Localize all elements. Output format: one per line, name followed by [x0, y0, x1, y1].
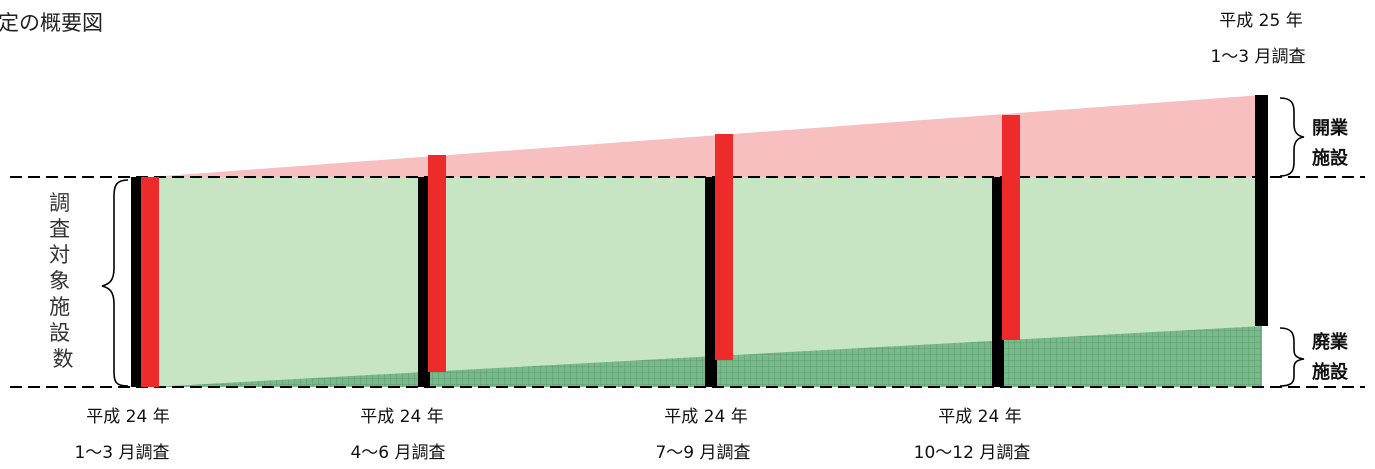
survey-bar-4-black [992, 177, 1004, 387]
period-3-months: 7～9 月調査 [655, 443, 750, 463]
period-4-year: 平成 24 年 [938, 407, 1021, 427]
opened-facilities-area [150, 95, 1262, 177]
closing-label-line2: 施設 [1312, 361, 1349, 383]
survey-bar-4-red [1002, 115, 1020, 340]
left-label-char: 施 [49, 295, 70, 319]
opening-label-line1: 開業 [1312, 117, 1349, 139]
left-label-char: 対 [49, 243, 70, 267]
closing-label-line1: 廃業 [1312, 331, 1349, 353]
survey-bar-5-black [1255, 95, 1268, 326]
period-4-months: 10～12 月調査 [914, 443, 1031, 463]
left-label-char: 査 [49, 217, 70, 241]
closing-brace [1279, 327, 1305, 387]
left-brace-label: 調 査 対 象 施 設 数 [49, 191, 77, 371]
period-5-months: 1～3 月調査 [1210, 47, 1305, 67]
period-3-year: 平成 24 年 [664, 407, 747, 427]
left-label-char: 数 [53, 347, 74, 371]
period-2-months: 4～6 月調査 [350, 443, 445, 463]
period-5-year: 平成 25 年 [1219, 11, 1302, 31]
left-label-char: 設 [49, 321, 70, 345]
period-1-year: 平成 24 年 [86, 407, 169, 427]
survey-bar-2-red [428, 155, 446, 372]
survey-bar-3-black [705, 177, 717, 387]
survey-bar-2-black [418, 177, 430, 387]
period-1-months: 1～3 月調査 [74, 443, 169, 463]
survey-bar-3-red [715, 134, 733, 360]
left-label-char: 象 [49, 269, 70, 293]
survey-bar-1-black [131, 177, 141, 387]
opening-label-line2: 施設 [1312, 147, 1349, 169]
survey-bar-1-red [141, 177, 159, 387]
period-2-year: 平成 24 年 [360, 407, 443, 427]
left-brace [101, 179, 129, 387]
left-label-char: 調 [49, 191, 70, 215]
diagram-title: 定の概要図 [0, 11, 103, 35]
opening-brace [1279, 97, 1305, 177]
